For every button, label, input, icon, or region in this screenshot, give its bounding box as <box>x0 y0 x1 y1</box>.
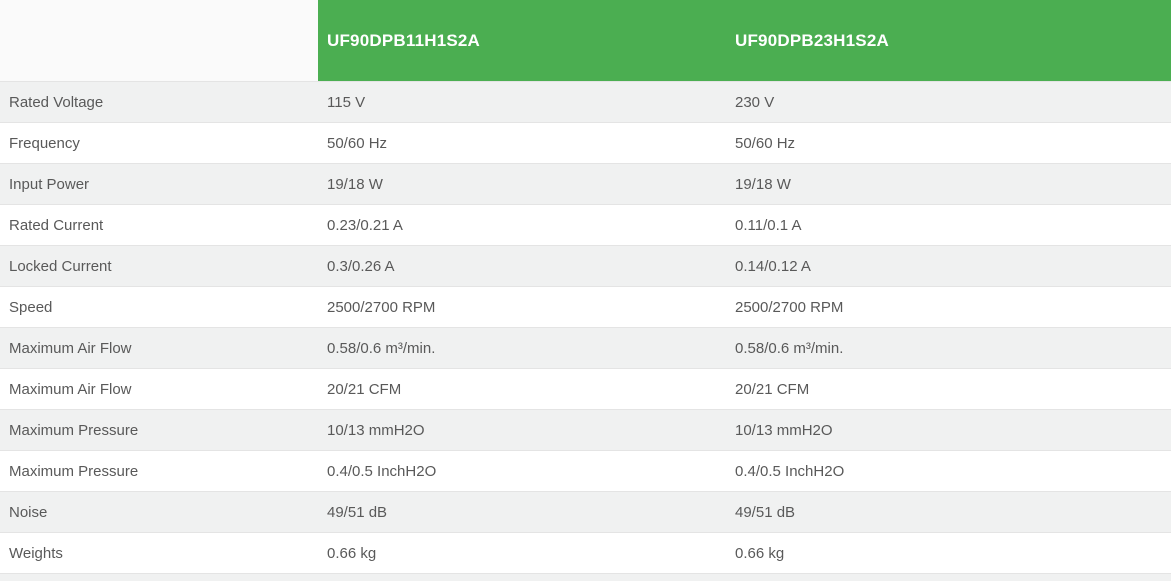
row-label: Frequency <box>9 134 80 152</box>
header-corner-cell <box>0 0 318 81</box>
table-row-weights: Weights 0.66 kg 0.66 kg <box>0 532 1171 573</box>
row-value-model-2: 0.11/0.1 A <box>735 216 802 234</box>
table-row-rated-current: Rated Current 0.23/0.21 A 0.11/0.1 A <box>0 204 1171 245</box>
row-value-model-2: 20/21 CFM <box>735 380 810 398</box>
next-row-partial-strip <box>0 573 1171 581</box>
row-value-model-1: 0.3/0.26 A <box>327 257 395 275</box>
row-label: Maximum Air Flow <box>9 380 132 398</box>
column-header-model-uf90dpb23h1s2a: UF90DPB23H1S2A <box>726 0 1171 81</box>
row-value-model-2: 0.66 kg <box>735 544 785 562</box>
row-value-model-1: 19/18 W <box>327 175 383 193</box>
table-row-speed: Speed 2500/2700 RPM 2500/2700 RPM <box>0 286 1171 327</box>
row-value-model-1: 50/60 Hz <box>327 134 388 152</box>
table-row-max-air-flow-cfm: Maximum Air Flow 20/21 CFM 20/21 CFM <box>0 368 1171 409</box>
row-value-model-2: 230 V <box>735 93 775 111</box>
row-label: Maximum Pressure <box>9 421 139 439</box>
row-label: Rated Current <box>9 216 104 234</box>
table-row-max-pressure-inchh2o: Maximum Pressure 0.4/0.5 InchH2O 0.4/0.5… <box>0 450 1171 491</box>
table-row-locked-current: Locked Current 0.3/0.26 A 0.14/0.12 A <box>0 245 1171 286</box>
table-row-frequency: Frequency 50/60 Hz 50/60 Hz <box>0 122 1171 163</box>
row-label: Input Power <box>9 175 90 193</box>
row-value-model-2: 49/51 dB <box>735 503 796 521</box>
row-value-model-2: 10/13 mmH2O <box>735 421 833 439</box>
table-row-noise: Noise 49/51 dB 49/51 dB <box>0 491 1171 532</box>
row-label: Locked Current <box>9 257 112 275</box>
row-value-model-1: 0.66 kg <box>327 544 377 562</box>
row-label: Maximum Pressure <box>9 462 139 480</box>
row-value-model-2: 0.4/0.5 InchH2O <box>735 462 845 480</box>
row-value-model-2: 0.58/0.6 m³/min. <box>735 339 844 357</box>
row-value-model-2: 50/60 Hz <box>735 134 796 152</box>
table-header-row: UF90DPB11H1S2A UF90DPB23H1S2A <box>0 0 1171 81</box>
row-value-model-1: 0.58/0.6 m³/min. <box>327 339 436 357</box>
table-row-max-pressure-mmh2o: Maximum Pressure 10/13 mmH2O 10/13 mmH2O <box>0 409 1171 450</box>
row-value-model-1: 0.4/0.5 InchH2O <box>327 462 437 480</box>
row-value-model-1: 115 V <box>327 93 366 111</box>
row-value-model-1: 0.23/0.21 A <box>327 216 403 234</box>
row-value-model-2: 0.14/0.12 A <box>735 257 811 275</box>
row-value-model-1: 10/13 mmH2O <box>327 421 425 439</box>
row-value-model-1: 2500/2700 RPM <box>327 298 436 316</box>
row-value-model-2: 2500/2700 RPM <box>735 298 844 316</box>
table-row-input-power: Input Power 19/18 W 19/18 W <box>0 163 1171 204</box>
table-row-rated-voltage: Rated Voltage 115 V 230 V <box>0 81 1171 122</box>
row-value-model-1: 20/21 CFM <box>327 380 402 398</box>
row-label: Noise <box>9 503 48 521</box>
row-label: Weights <box>9 544 63 562</box>
row-value-model-1: 49/51 dB <box>327 503 388 521</box>
row-label: Maximum Air Flow <box>9 339 132 357</box>
row-value-model-2: 19/18 W <box>735 175 791 193</box>
row-label: Speed <box>9 298 53 316</box>
column-header-model-uf90dpb11h1s2a: UF90DPB11H1S2A <box>318 0 726 81</box>
table-row-max-air-flow-m3: Maximum Air Flow 0.58/0.6 m³/min. 0.58/0… <box>0 327 1171 368</box>
row-label: Rated Voltage <box>9 93 104 111</box>
